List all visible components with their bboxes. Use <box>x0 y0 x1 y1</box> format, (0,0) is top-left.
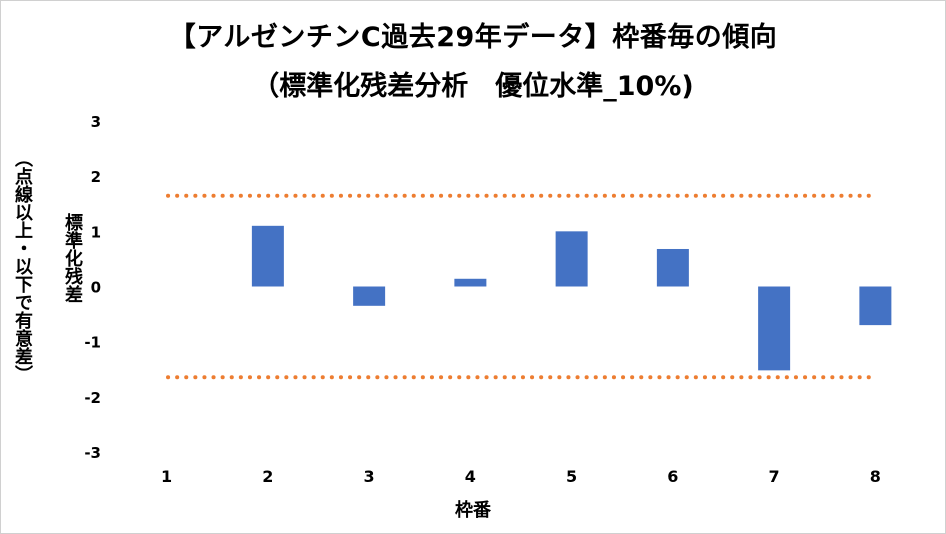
bar-2 <box>251 225 284 287</box>
bar-6 <box>656 248 689 287</box>
y-tick-label: -2 <box>84 389 101 407</box>
x-axis-title: 枠番 <box>455 500 491 521</box>
y-tick-label: 2 <box>91 168 101 186</box>
y-tick-label: 0 <box>91 279 101 297</box>
y-axis-title-note: （点線以上・以下で有意差） <box>12 149 33 383</box>
x-tick-label: 3 <box>364 467 375 486</box>
bar-3 <box>353 286 386 306</box>
bar-8 <box>859 286 892 326</box>
x-tick-label: 1 <box>161 467 172 486</box>
x-tick-label: 4 <box>465 467 476 486</box>
y-tick-label: 3 <box>91 113 101 131</box>
y-axis-title: （点線以上・以下で有意差） 標準化残差 <box>12 149 89 411</box>
chart-title: 【アルゼンチンC過去29年データ】枠番毎の傾向 <box>168 22 778 53</box>
chart-subtitle: （標準化残差分析 優位水準_10%) <box>252 71 694 102</box>
x-tick-label: 5 <box>566 467 577 486</box>
x-tick-label: 7 <box>769 467 780 486</box>
y-tick-label: -1 <box>84 334 101 352</box>
bar-7 <box>758 286 791 371</box>
x-tick-label: 8 <box>870 467 881 486</box>
y-axis-title-main: 標準化残差 <box>62 213 83 303</box>
bar-4 <box>454 278 487 287</box>
bar-5 <box>555 231 588 287</box>
x-tick-label: 6 <box>667 467 678 486</box>
y-tick-label: -3 <box>84 444 101 462</box>
x-tick-label: 2 <box>262 467 273 486</box>
y-tick-label: 1 <box>91 223 101 241</box>
